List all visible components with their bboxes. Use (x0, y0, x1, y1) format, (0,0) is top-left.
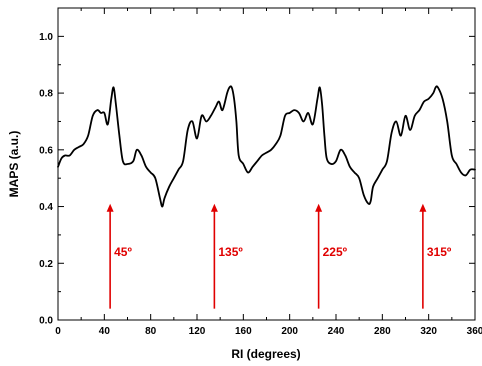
x-tick-label: 80 (145, 326, 157, 337)
y-tick-label: 0.4 (39, 202, 53, 213)
x-tick-label: 360 (467, 326, 482, 337)
x-tick-label: 200 (281, 326, 298, 337)
y-tick-label: 0.2 (39, 259, 53, 270)
y-tick-label: 0.8 (39, 89, 53, 100)
series-line (57, 85, 476, 208)
annotation-label: 315º (427, 245, 452, 259)
annotations: 45º 135º 225º 315º (106, 203, 452, 309)
plot-frame (57, 7, 476, 321)
annotation-arrow-head (315, 203, 323, 212)
x-tick-label: 0 (55, 326, 61, 337)
annotation-arrow-head (210, 203, 218, 212)
annotation-label: 225º (323, 245, 348, 259)
y-tick-label: 0.0 (39, 316, 53, 327)
x-tick-label: 40 (99, 326, 111, 337)
x-axis-title: RI (degrees) (231, 347, 300, 361)
x-tick-label: 160 (235, 326, 252, 337)
y-tick-label: 0.6 (39, 145, 53, 156)
x-tick-label: 280 (374, 326, 391, 337)
ticks (57, 7, 476, 321)
tick-labels: 0 40 80 120 160 200 240 280 320 360 0.0 0.2 0.4 0.6 0.… (39, 32, 482, 337)
x-tick-label: 240 (328, 326, 345, 337)
x-tick-label: 320 (420, 326, 437, 337)
y-tick-label: 1.0 (39, 32, 53, 43)
annotation-label: 135º (218, 245, 243, 259)
y-axis-title: MAPS (a.u.) (7, 131, 21, 198)
annotation-arrow-head (106, 203, 114, 212)
x-tick-label: 120 (189, 326, 206, 337)
annotation-label: 45º (114, 245, 132, 259)
annotation-arrow-head (419, 203, 427, 212)
